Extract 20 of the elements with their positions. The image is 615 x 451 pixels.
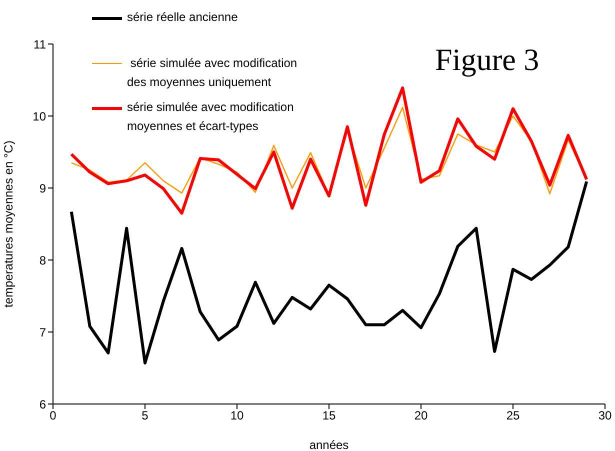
legend-label: série réelle ancienne [127,9,238,26]
y-tick-label: 8 [39,253,46,268]
x-tick-label: 15 [322,408,336,423]
y-tick-label: 6 [39,397,46,412]
y-axis-title: temperatures moyennes en °C) [1,140,16,308]
legend-label: série simulée avec modification des moyennes uniquement [127,55,298,91]
x-tick-label: 30 [598,408,612,423]
x-axis-title: années [309,438,349,451]
x-tick-label: 0 [50,408,57,423]
y-tick-label: 7 [39,325,46,340]
x-tick-label: 20 [414,408,428,423]
legend-label: série simulée avec modification moyennes et écart-types [127,99,295,135]
x-tick-label: 10 [230,408,244,423]
chart-title: Figure 3 [435,42,540,78]
y-tick-label: 10 [32,109,46,124]
x-tick-label: 5 [142,408,149,423]
x-tick-label: 25 [506,408,520,423]
line-series [70,180,588,364]
y-tick-label: 9 [39,181,46,196]
y-tick-label: 11 [34,37,46,52]
